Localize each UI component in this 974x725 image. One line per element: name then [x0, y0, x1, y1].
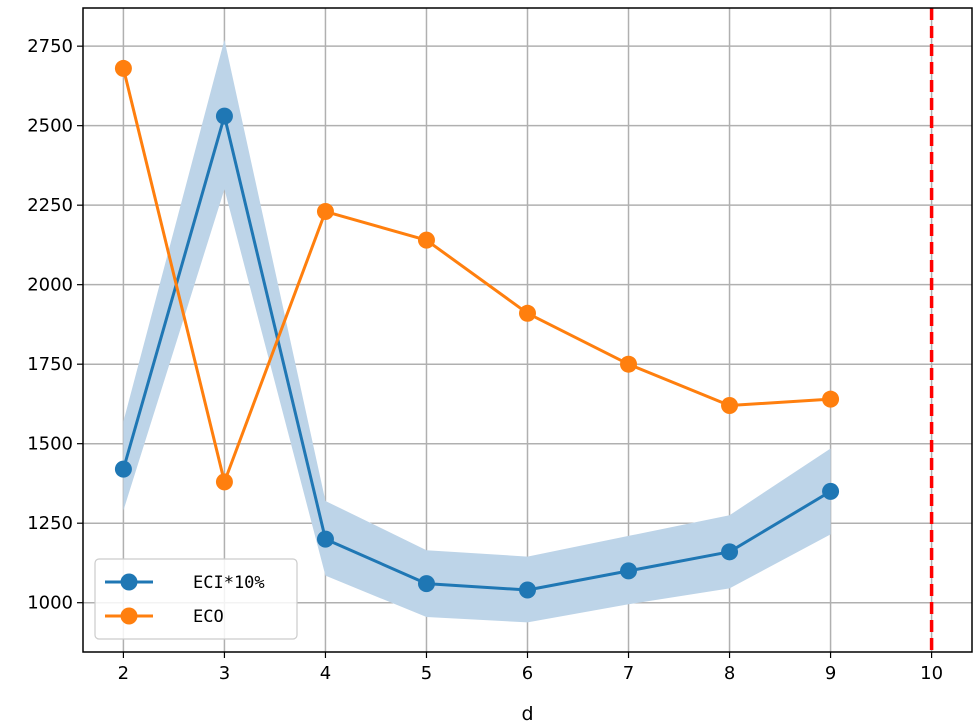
- y-tick-label: 2750: [27, 36, 73, 57]
- data-point: [215, 107, 233, 125]
- y-tick-label: 2250: [27, 195, 73, 216]
- data-point: [417, 231, 435, 249]
- series-points: [114, 59, 840, 599]
- x-tick-label: 3: [219, 663, 230, 684]
- x-tick-label: 10: [920, 663, 943, 684]
- y-tick-label: 1500: [27, 434, 73, 455]
- x-tick-label: 8: [724, 663, 735, 684]
- data-point: [519, 581, 536, 599]
- legend-box: [94, 558, 298, 640]
- data-point: [721, 543, 739, 561]
- confidence-bands: [123, 39, 831, 623]
- data-point: [316, 203, 334, 221]
- data-point: [215, 473, 233, 491]
- x-axis-ticks: 2 3 4 5 6 7 8 9 10: [118, 652, 943, 684]
- legend-label: ECO: [193, 607, 224, 627]
- legend-swatch-marker: [120, 573, 138, 591]
- series-lines: [121, 68, 832, 592]
- data-point: [114, 460, 132, 478]
- x-tick-label: 4: [320, 663, 331, 684]
- data-point: [620, 355, 638, 373]
- y-tick-label: 2000: [27, 275, 73, 296]
- y-tick-label: 1250: [27, 513, 73, 534]
- x-tick-label: 6: [522, 663, 533, 684]
- legend-swatch-marker: [120, 607, 138, 625]
- data-point: [822, 482, 840, 500]
- data-point: [822, 390, 840, 408]
- series-line: [121, 68, 831, 484]
- x-tick-label: 7: [623, 663, 634, 684]
- series-line: [121, 114, 832, 592]
- x-tick-label: 2: [118, 663, 129, 684]
- y-tick-label: 2500: [27, 116, 73, 137]
- y-tick-label: 1750: [27, 354, 73, 375]
- x-tick-label: 9: [825, 663, 836, 684]
- data-point: [721, 397, 739, 415]
- data-point: [417, 575, 435, 593]
- x-axis-label: d: [521, 703, 533, 725]
- x-tick-label: 5: [421, 663, 432, 684]
- data-point: [114, 59, 132, 77]
- y-tick-label: 1000: [27, 593, 73, 614]
- data-point: [316, 530, 334, 548]
- legend-label: ECI*10%: [193, 573, 265, 593]
- data-point: [519, 304, 536, 322]
- data-point: [620, 562, 638, 580]
- grid: [83, 8, 972, 652]
- legend: ECI*10% ECO: [94, 558, 298, 640]
- confidence-band: [123, 39, 831, 623]
- y-axis-ticks: 1000 1250 1500 1750 2000 2250 2500 2750: [27, 36, 83, 614]
